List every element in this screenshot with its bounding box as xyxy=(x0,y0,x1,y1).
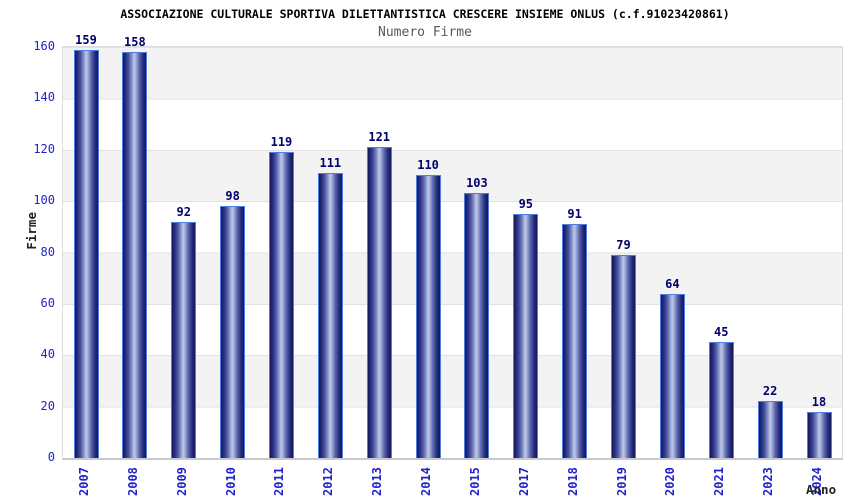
bar xyxy=(171,222,197,458)
y-tick-label: 160 xyxy=(33,39,55,53)
bar xyxy=(73,50,99,458)
bar xyxy=(611,255,637,458)
x-tick-label: 2020 xyxy=(663,467,678,496)
bar-value-label: 159 xyxy=(75,33,97,47)
y-tick-label: 40 xyxy=(40,347,55,362)
bar xyxy=(415,175,441,458)
bar-value-label: 45 xyxy=(714,325,729,339)
bar-value-label: 22 xyxy=(762,384,778,398)
bar xyxy=(562,224,588,458)
chart-title: ASSOCIAZIONE CULTURALE SPORTIVA DILETTAN… xyxy=(120,7,730,21)
bar-value-label: 111 xyxy=(319,156,342,170)
bar xyxy=(659,294,685,458)
bar xyxy=(122,52,148,458)
bar-value-label: 158 xyxy=(124,35,146,49)
x-tick-label: 2023 xyxy=(761,467,776,496)
x-tick-label: 2013 xyxy=(370,467,385,496)
x-tick-label: 2010 xyxy=(223,467,238,496)
x-tick-label: 2007 xyxy=(77,467,91,496)
x-tick-label: 2019 xyxy=(614,467,629,496)
bar-value-label: 98 xyxy=(225,189,240,203)
bar xyxy=(464,193,490,458)
x-tick-label: 2021 xyxy=(712,467,727,496)
bar xyxy=(220,206,246,458)
y-tick-label: 60 xyxy=(40,295,55,310)
bar-value-label: 103 xyxy=(466,176,488,190)
y-tick-label: 140 xyxy=(33,90,55,105)
x-tick-label: 2011 xyxy=(272,467,287,496)
chart-subtitle: Numero Firme xyxy=(378,25,472,40)
x-tick-label: 2009 xyxy=(174,467,189,496)
plot-area: 159 158 92 98 119 111 121 110 103 95 91 79 64 45 22 18 xyxy=(62,34,843,460)
bar xyxy=(513,214,539,458)
bar-value-label: 92 xyxy=(176,205,191,219)
y-tick-label: 20 xyxy=(40,398,55,413)
bar-value-label: 95 xyxy=(518,197,534,211)
bar xyxy=(757,401,783,458)
x-tick-label: 2008 xyxy=(125,467,140,496)
x-axis-title: Anno xyxy=(806,482,837,497)
x-tick-label: 2014 xyxy=(419,467,434,496)
bar xyxy=(317,173,343,458)
y-tick-label: 120 xyxy=(33,141,55,156)
y-tick-label: 0 xyxy=(47,450,55,464)
bar xyxy=(708,342,734,458)
bar-value-label: 64 xyxy=(665,277,680,291)
bar-value-label: 91 xyxy=(567,207,582,221)
bar-value-label: 121 xyxy=(368,130,391,144)
x-tick-label: 2015 xyxy=(467,467,482,496)
bar xyxy=(806,412,832,458)
x-tick-label: 2018 xyxy=(565,467,580,496)
bar xyxy=(268,152,294,458)
bar-value-label: 79 xyxy=(616,238,631,252)
y-tick-label: 80 xyxy=(40,244,55,259)
bar-value-label: 119 xyxy=(270,135,293,149)
x-tick-label: 2012 xyxy=(321,467,336,496)
bar-value-label: 18 xyxy=(811,395,827,409)
bar-value-label: 110 xyxy=(417,158,439,172)
y-tick-label: 100 xyxy=(33,193,55,208)
y-axis-title: Firme xyxy=(24,212,39,250)
x-tick-label: 2017 xyxy=(516,467,531,496)
bar xyxy=(366,147,392,458)
